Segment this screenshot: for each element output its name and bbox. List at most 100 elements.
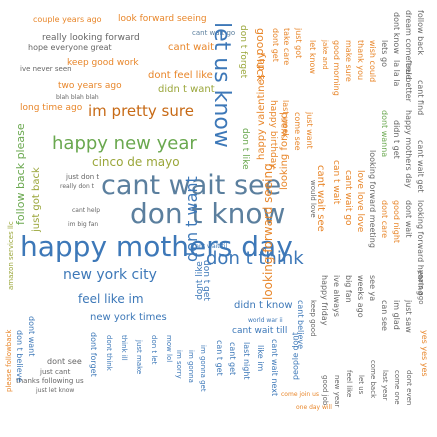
word: come one bbox=[393, 370, 401, 405]
word: don t believe bbox=[15, 330, 24, 383]
word: just make bbox=[135, 340, 143, 375]
word: feel like bbox=[345, 370, 353, 398]
word: would love bbox=[309, 180, 317, 218]
word: long time ago bbox=[20, 103, 83, 113]
word: just let know bbox=[36, 387, 75, 394]
word: cant wait next bbox=[270, 339, 279, 397]
word: just don t bbox=[66, 173, 100, 181]
word: let us bbox=[357, 375, 365, 395]
word: follow back bbox=[416, 10, 425, 56]
word: feel better bbox=[404, 60, 413, 102]
word: last night bbox=[242, 342, 251, 380]
word: mow lol bbox=[165, 335, 173, 363]
word: im sorry bbox=[175, 350, 183, 379]
word: thank you bbox=[356, 40, 365, 81]
word: didn t know bbox=[234, 300, 293, 311]
word: weeks ago bbox=[356, 275, 365, 318]
word: don t forget bbox=[238, 25, 248, 79]
word: blah blah blah bbox=[56, 94, 99, 101]
word: come back bbox=[369, 360, 377, 399]
word: don t get bbox=[201, 260, 211, 301]
word: come join us bbox=[281, 391, 320, 398]
word: dont care bbox=[380, 200, 389, 239]
word: good morning bbox=[332, 40, 341, 96]
word: la la la bbox=[392, 60, 401, 87]
word: new year bbox=[333, 375, 341, 408]
word: amazon services llc bbox=[7, 221, 15, 290]
word: don t like bbox=[240, 128, 250, 170]
word: can t get bbox=[215, 340, 224, 376]
word: dont feel like bbox=[148, 70, 213, 81]
word: come see bbox=[293, 112, 302, 151]
word: cant get bbox=[228, 342, 237, 376]
word: happy mothers day bbox=[404, 110, 413, 188]
word: im gonna get bbox=[199, 345, 207, 392]
word: can see bbox=[380, 300, 389, 331]
word: cant believe bbox=[296, 300, 305, 350]
word: cant wait til bbox=[192, 243, 228, 250]
word: dont think bbox=[105, 335, 113, 371]
word: im glad bbox=[392, 300, 401, 330]
word: cant help bbox=[72, 207, 101, 214]
word: please followback bbox=[5, 329, 13, 392]
word: cant wait get bbox=[416, 140, 425, 193]
word: cant wait till bbox=[232, 326, 288, 336]
word: dont get bbox=[271, 28, 280, 62]
word: don t know bbox=[130, 197, 286, 230]
word: don t let bbox=[150, 335, 158, 365]
word: think ill bbox=[120, 335, 128, 361]
word: ive never seen bbox=[20, 65, 72, 73]
word: just want bbox=[305, 112, 314, 149]
word: cant wait see bbox=[101, 170, 282, 201]
word: cant find bbox=[416, 80, 425, 116]
word: follow back please bbox=[14, 123, 27, 225]
word: dont know bbox=[392, 12, 401, 54]
word: take care bbox=[282, 28, 291, 66]
word: cinco de mayo bbox=[92, 155, 180, 169]
word: im gonna bbox=[187, 350, 195, 383]
word: looking forward bbox=[279, 112, 290, 190]
word: keep good work bbox=[67, 58, 139, 68]
word: dont see bbox=[47, 357, 82, 366]
word: hope everyone great bbox=[28, 43, 112, 52]
word: happy mothers day bbox=[20, 230, 293, 263]
word: good luck bbox=[254, 28, 267, 82]
word: im big fan bbox=[68, 221, 99, 228]
word: love love love bbox=[355, 170, 365, 233]
word: just got bbox=[294, 28, 303, 59]
word: im pretty sure bbox=[88, 102, 194, 120]
word: don t think bbox=[206, 248, 304, 269]
word: one day will bbox=[296, 404, 332, 411]
word: can t wait bbox=[331, 160, 341, 205]
word: dont forget bbox=[89, 332, 98, 377]
word: years ago bbox=[417, 270, 425, 305]
word: couple years ago bbox=[33, 15, 102, 24]
word: new york times bbox=[90, 312, 167, 323]
word: new york city bbox=[63, 267, 157, 283]
word: really looking forward bbox=[42, 33, 140, 43]
word: let us know bbox=[209, 22, 234, 148]
word: world war ii bbox=[248, 317, 283, 324]
word: jake and bbox=[321, 40, 329, 70]
word: didn t get bbox=[392, 120, 401, 159]
word: happy new year bbox=[52, 133, 197, 154]
word: see ya bbox=[368, 275, 377, 302]
word: dont want bbox=[27, 316, 36, 357]
word: dont even bbox=[405, 370, 413, 406]
word: let know bbox=[308, 40, 317, 74]
word: look forward seeing bbox=[118, 14, 207, 24]
word: cant wait go bbox=[343, 170, 353, 226]
word: feel like im bbox=[78, 292, 144, 306]
word: just cant bbox=[40, 368, 71, 376]
word: wish could bbox=[368, 40, 377, 83]
word: really don t bbox=[60, 183, 95, 190]
word: good night bbox=[392, 200, 401, 244]
word: dont wait bbox=[404, 200, 413, 238]
word: cant wait bbox=[168, 42, 215, 53]
word: didn t want bbox=[158, 84, 215, 95]
word: keep good bbox=[309, 300, 317, 337]
word: big fan bbox=[344, 275, 353, 303]
word: happy friday bbox=[320, 275, 329, 326]
word: yes yes yes bbox=[420, 330, 429, 377]
